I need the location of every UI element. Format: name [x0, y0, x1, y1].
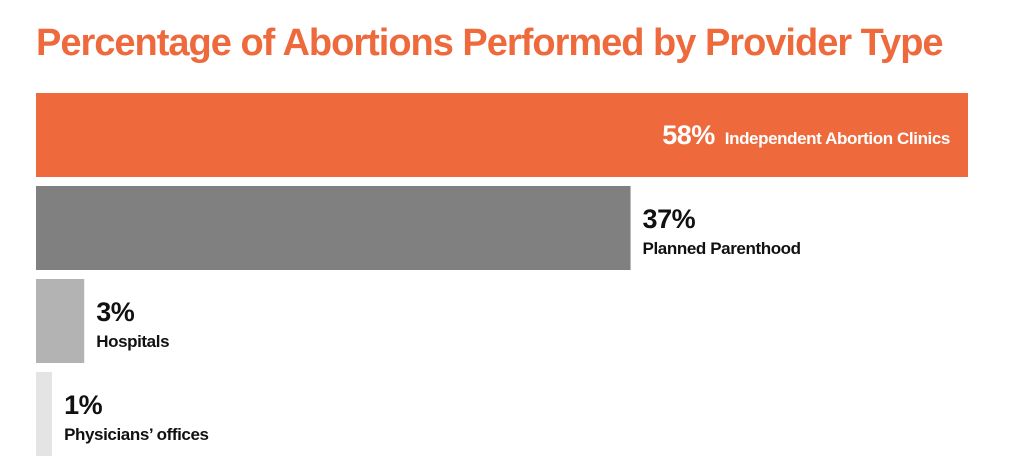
category-label-independent-abortion-clinics: Independent Abortion Clinics	[725, 129, 950, 148]
bar-planned-parenthood	[36, 186, 631, 270]
category-label-physicians-offices: Physicians’ offices	[64, 425, 209, 444]
value-label-hospitals: 3%	[96, 297, 135, 327]
bar-label-independent-abortion-clinics: 58% Independent Abortion Clinics	[662, 120, 950, 150]
category-label-hospitals: Hospitals	[96, 332, 169, 351]
value-label-planned-parenthood: 37%	[643, 204, 696, 234]
bar-independent-abortion-clinics	[36, 93, 968, 177]
bar-physicians-offices	[36, 372, 53, 456]
bar-hospitals	[36, 279, 85, 363]
category-label-planned-parenthood: Planned Parenthood	[643, 239, 801, 258]
chart-title: Percentage of Abortions Performed by Pro…	[36, 22, 944, 64]
value-label-independent-abortion-clinics: 58%	[662, 120, 715, 150]
value-label-physicians-offices: 1%	[64, 390, 103, 420]
